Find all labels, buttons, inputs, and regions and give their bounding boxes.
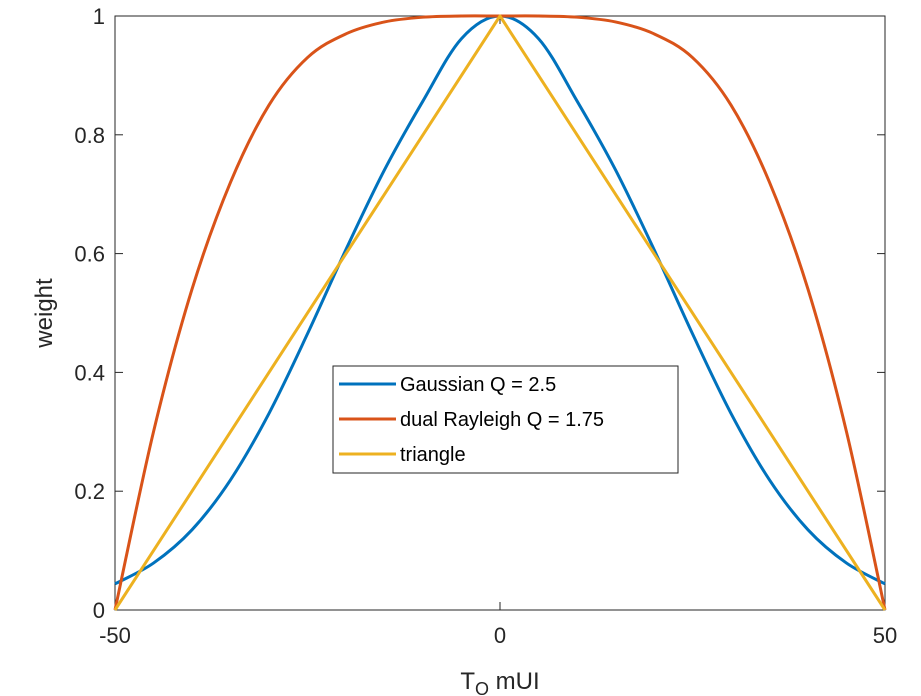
x-tick-label: 0 — [494, 623, 506, 648]
y-tick-label: 1 — [93, 4, 105, 29]
y-axis-label: weight — [31, 278, 58, 349]
y-tick-label: 0.8 — [74, 123, 105, 148]
legend: Gaussian Q = 2.5 dual Rayleigh Q = 1.75 tr… — [332, 365, 679, 474]
y-tick-label: 0.2 — [74, 479, 105, 504]
legend-label: dual Rayleigh Q = 1.75 — [400, 409, 604, 431]
legend-label: Gaussian Q = 2.5 — [400, 374, 556, 396]
series-lines — [113, 14, 887, 611]
legend-label: triangle — [400, 444, 466, 466]
x-tick-label: -50 — [99, 623, 131, 648]
y-tick-label: 0.6 — [74, 242, 105, 267]
x-axis-label: TO mUI — [460, 668, 539, 696]
y-tick-label: 0.4 — [74, 360, 105, 385]
y-tick-label: 0 — [93, 598, 105, 623]
x-tick-label: 50 — [873, 623, 897, 648]
plot-area — [114, 15, 886, 611]
axis-ticks — [114, 15, 886, 611]
series-line-2 — [113, 14, 887, 611]
